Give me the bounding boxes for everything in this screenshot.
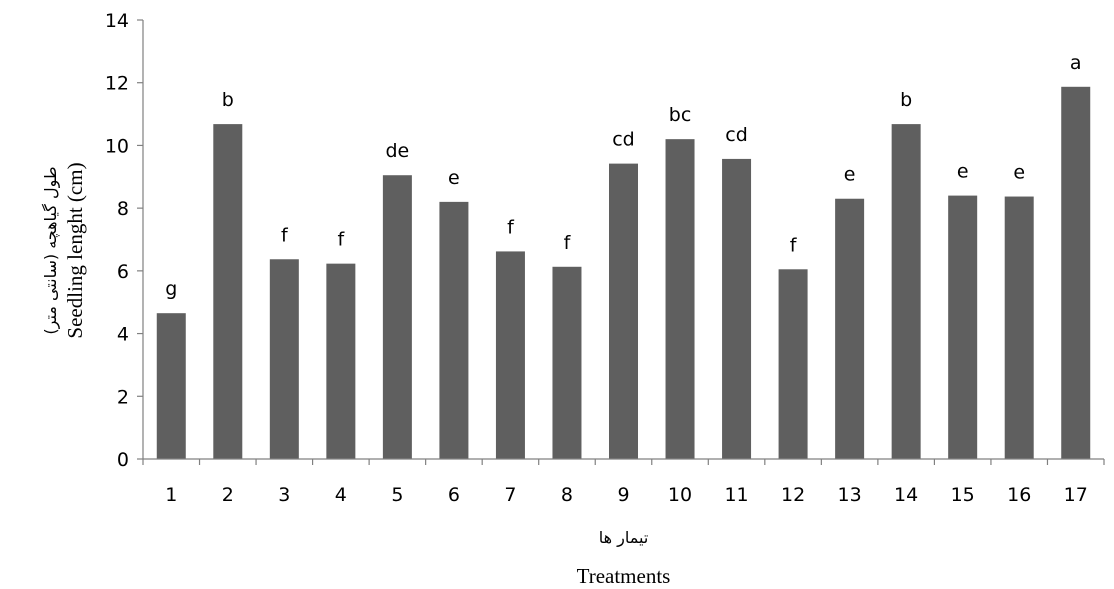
x-tick-label: 10 [668, 484, 692, 506]
x-tick-label: 15 [951, 484, 975, 506]
bar [439, 201, 469, 459]
x-tick-label: 8 [561, 484, 573, 506]
x-tick-label: 5 [391, 484, 403, 506]
x-tick-label: 11 [724, 484, 748, 506]
data-label: e [448, 167, 460, 189]
data-label: f [281, 224, 289, 246]
data-label: e [957, 161, 969, 183]
data-label: e [844, 164, 856, 186]
data-label: f [507, 216, 515, 238]
x-tick-label: 17 [1064, 484, 1088, 506]
bar [326, 263, 356, 459]
y-tick-label: 6 [117, 261, 129, 283]
bar [609, 163, 638, 459]
x-axis-title-persian: تیمار ها [599, 528, 649, 548]
bar [156, 313, 186, 459]
bar [1004, 196, 1034, 459]
y-tick-label: 4 [117, 324, 129, 346]
data-label: a [1070, 52, 1082, 74]
x-tick-label: 4 [335, 484, 347, 506]
x-tick-label: 9 [617, 484, 629, 506]
bar [948, 195, 978, 459]
data-label: f [338, 229, 346, 251]
data-label: bc [669, 104, 692, 126]
x-tick-label: 13 [838, 484, 862, 506]
x-tick-label: 2 [222, 484, 234, 506]
bar [552, 266, 582, 459]
y-axis-title-persian: طول گیاهچه (سانتی متر) [41, 166, 61, 334]
x-tick-label: 14 [894, 484, 918, 506]
x-tick-label: 3 [278, 484, 290, 506]
bar [382, 175, 412, 460]
y-tick-label: 14 [105, 10, 129, 32]
y-tick-label: 8 [117, 198, 129, 220]
bar [665, 139, 695, 459]
bar [778, 269, 808, 459]
bar [213, 124, 243, 459]
x-tick-label: 16 [1007, 484, 1031, 506]
bar [1061, 86, 1091, 459]
x-axis-title: Treatments [577, 564, 671, 588]
bar [891, 124, 921, 459]
data-label: f [790, 234, 798, 256]
data-label: cd [725, 124, 748, 146]
data-label: b [222, 89, 234, 111]
bar [495, 251, 525, 459]
x-axis-ticks: 1 2 3 4 5 6 7 8 9 10 11 12 13 14 15 16 17 [142, 459, 1105, 506]
y-tick-label: 2 [117, 386, 129, 408]
data-labels: g b f f de e f f cd bc cd f e b e e a [165, 52, 1081, 300]
data-label: e [1013, 162, 1025, 184]
data-label: de [386, 140, 410, 162]
bar [722, 158, 752, 459]
x-tick-label: 12 [781, 484, 805, 506]
bar [269, 259, 299, 459]
y-axis-ticks: 0 2 4 6 8 10 12 14 [105, 10, 143, 471]
y-axis-title: Seedling lenght (cm) [63, 162, 87, 338]
y-tick-label: 0 [117, 449, 129, 471]
data-label: g [165, 278, 177, 300]
data-label: f [564, 232, 572, 254]
x-tick-label: 7 [504, 484, 516, 506]
x-tick-label: 1 [165, 484, 177, 506]
bars [156, 86, 1091, 460]
data-label: cd [612, 129, 635, 151]
y-tick-label: 10 [105, 135, 129, 157]
bar [835, 198, 865, 459]
y-tick-label: 12 [105, 73, 129, 95]
x-tick-label: 6 [448, 484, 460, 506]
data-label: b [900, 89, 912, 111]
